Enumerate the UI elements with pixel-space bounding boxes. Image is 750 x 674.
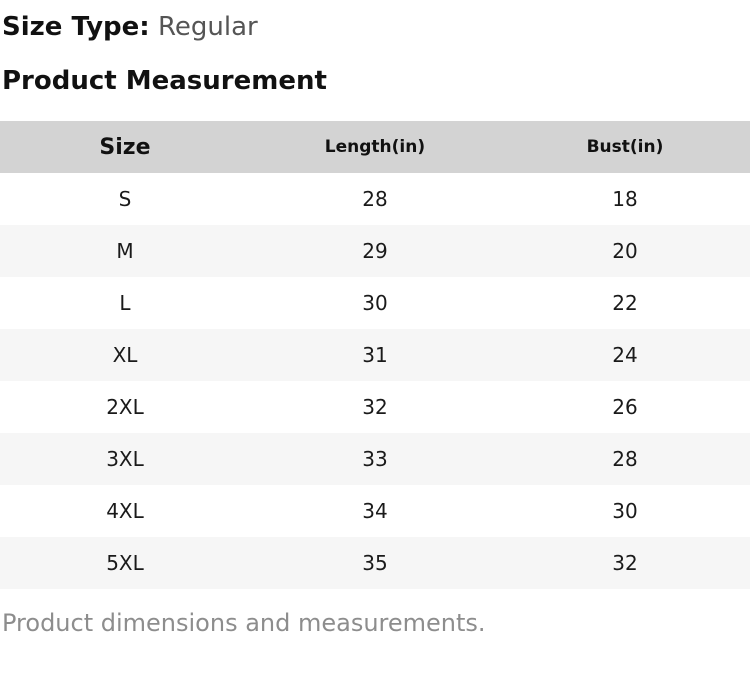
size-cell: 5XL [106, 551, 144, 575]
bust-cell: 30 [612, 499, 638, 523]
table-row: 5XL 35 32 [0, 537, 750, 589]
size-cell: S [118, 187, 132, 211]
bust-cell: 26 [612, 395, 638, 419]
size-cell: L [119, 291, 131, 315]
size-type-value: Regular [157, 12, 258, 42]
length-cell: 28 [362, 187, 388, 211]
length-cell: 29 [362, 239, 388, 263]
measurement-table: Size Length(in) Bust(in) S 28 18 M 29 20… [0, 121, 750, 589]
bust-cell: 18 [612, 187, 638, 211]
table-row: 3XL 33 28 [0, 433, 750, 485]
length-cell: 34 [362, 499, 388, 523]
length-cell: 35 [362, 551, 388, 575]
bust-cell: 32 [612, 551, 638, 575]
size-cell: 2XL [106, 395, 144, 419]
size-cell: XL [112, 343, 138, 367]
table-row: M 29 20 [0, 225, 750, 277]
table-row: S 28 18 [0, 173, 750, 225]
footer-note: Product dimensions and measurements. [2, 609, 486, 637]
size-type-line: Size Type: Regular [2, 12, 750, 42]
length-cell: 33 [362, 447, 388, 471]
column-header-size: Size [0, 121, 250, 173]
column-header-bust: Bust(in) [499, 121, 750, 173]
length-cell: 31 [362, 343, 388, 367]
size-cell: M [116, 239, 134, 263]
size-cell: 4XL [106, 499, 144, 523]
table-row: 2XL 32 26 [0, 381, 750, 433]
length-cell: 30 [362, 291, 388, 315]
page-title: Product Measurement [2, 66, 327, 96]
bust-cell: 24 [612, 343, 638, 367]
size-cell: 3XL [106, 447, 144, 471]
size-type-label: Size Type: [2, 12, 150, 42]
bust-cell: 28 [612, 447, 638, 471]
column-header-length: Length(in) [249, 121, 500, 173]
table-row: L 30 22 [0, 277, 750, 329]
bust-cell: 22 [612, 291, 638, 315]
length-cell: 32 [362, 395, 388, 419]
table-row: XL 31 24 [0, 329, 750, 381]
table-header-row: Size Length(in) Bust(in) [0, 121, 750, 173]
bust-cell: 20 [612, 239, 638, 263]
table-row: 4XL 34 30 [0, 485, 750, 537]
